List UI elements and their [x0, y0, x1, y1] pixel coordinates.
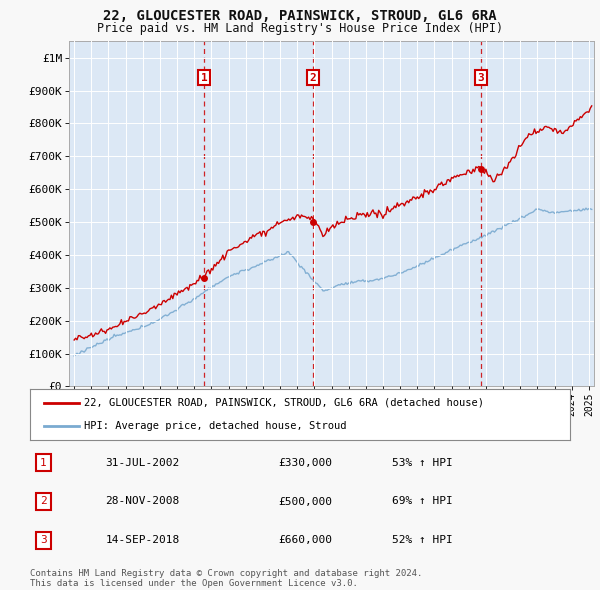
Text: 3: 3 — [40, 536, 47, 545]
Text: 1: 1 — [40, 458, 47, 467]
Text: 22, GLOUCESTER ROAD, PAINSWICK, STROUD, GL6 6RA: 22, GLOUCESTER ROAD, PAINSWICK, STROUD, … — [103, 9, 497, 23]
Text: 28-NOV-2008: 28-NOV-2008 — [106, 497, 180, 506]
Text: HPI: Average price, detached house, Stroud: HPI: Average price, detached house, Stro… — [84, 421, 347, 431]
Text: 1: 1 — [201, 73, 208, 83]
Text: 2: 2 — [310, 73, 316, 83]
Text: 22, GLOUCESTER ROAD, PAINSWICK, STROUD, GL6 6RA (detached house): 22, GLOUCESTER ROAD, PAINSWICK, STROUD, … — [84, 398, 484, 408]
Text: £660,000: £660,000 — [278, 536, 332, 545]
Text: 53% ↑ HPI: 53% ↑ HPI — [392, 458, 452, 467]
Text: £330,000: £330,000 — [278, 458, 332, 467]
Text: 2: 2 — [40, 497, 47, 506]
Text: 69% ↑ HPI: 69% ↑ HPI — [392, 497, 452, 506]
Text: 52% ↑ HPI: 52% ↑ HPI — [392, 536, 452, 545]
Text: 14-SEP-2018: 14-SEP-2018 — [106, 536, 180, 545]
Text: Contains HM Land Registry data © Crown copyright and database right 2024.
This d: Contains HM Land Registry data © Crown c… — [30, 569, 422, 588]
Text: Price paid vs. HM Land Registry's House Price Index (HPI): Price paid vs. HM Land Registry's House … — [97, 22, 503, 35]
Text: £500,000: £500,000 — [278, 497, 332, 506]
Text: 31-JUL-2002: 31-JUL-2002 — [106, 458, 180, 467]
Text: 3: 3 — [478, 73, 484, 83]
